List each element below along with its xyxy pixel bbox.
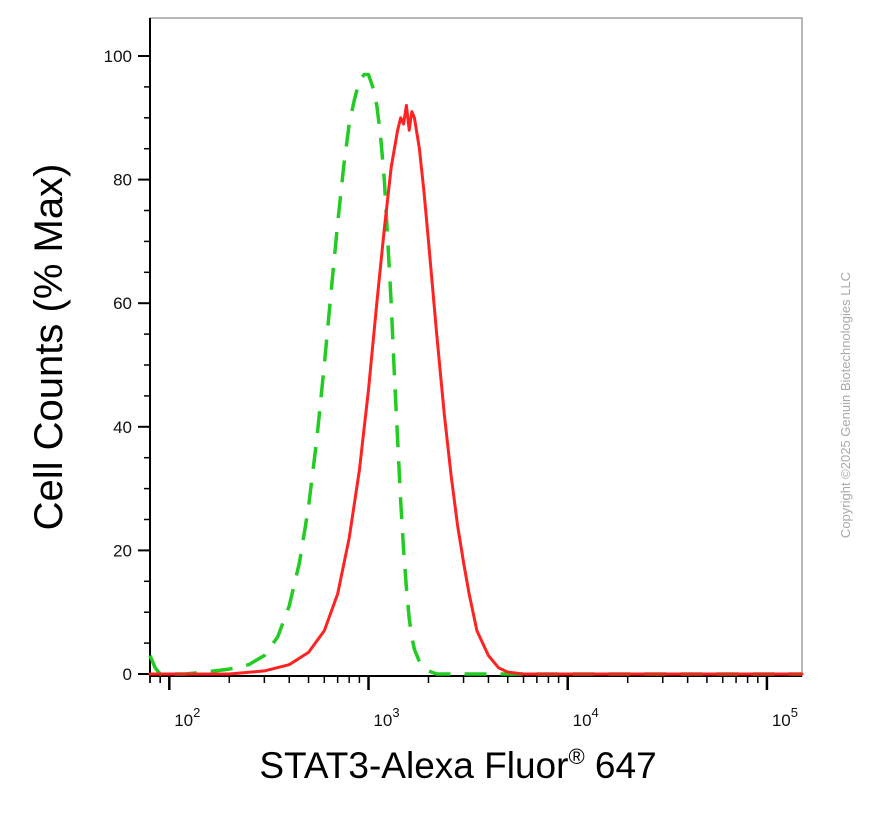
x-axis: 102 103 104 105 [149, 675, 802, 730]
y-tick-label: 60 [113, 294, 132, 313]
y-tick-label: 40 [113, 418, 132, 437]
x-tick-label: 104 [573, 705, 599, 730]
y-tick-label: 80 [113, 171, 132, 190]
y-tick-label: 100 [104, 47, 132, 66]
x-tick-label: 103 [373, 705, 399, 730]
x-axis-title-suffix: 647 [585, 745, 657, 786]
series-layer [148, 72, 804, 676]
y-tick-label: 0 [123, 665, 132, 684]
x-axis-title-main: STAT3-Alexa Fluor [259, 745, 568, 786]
copyright-watermark: Copyright ©2025 Genuin Biotechnologies L… [838, 272, 853, 538]
y-axis-title: Cell Counts (% Max) [27, 164, 71, 531]
y-tick-label: 20 [113, 541, 132, 560]
x-tick-label: 105 [772, 705, 798, 730]
x-tick-label: 102 [174, 705, 200, 730]
x-axis-title-registered: ® [568, 744, 584, 769]
plot-frame [149, 17, 803, 677]
y-axis: 0 20 40 60 80 100 [104, 18, 151, 684]
x-axis-title: STAT3-Alexa Fluor® 647 [259, 744, 656, 786]
series-line-control [148, 72, 802, 676]
series-line-sample [148, 103, 804, 676]
